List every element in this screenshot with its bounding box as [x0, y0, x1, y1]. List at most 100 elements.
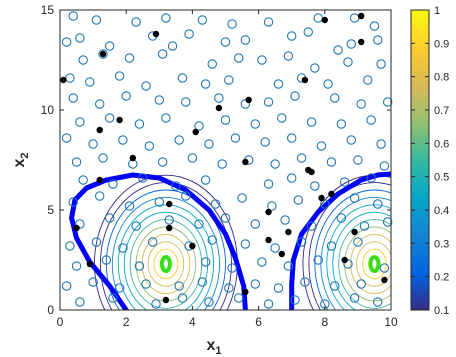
open-point: [200, 79, 211, 89]
filled-point: [129, 154, 137, 162]
open-point: [104, 113, 115, 123]
filled-point: [318, 194, 325, 202]
open-point: [310, 181, 320, 191]
open-point: [177, 73, 188, 83]
filled-point: [328, 190, 335, 198]
open-point: [313, 255, 323, 265]
open-point: [379, 161, 390, 171]
contour-line: [153, 248, 179, 280]
open-point: [197, 15, 208, 25]
open-point: [240, 99, 251, 109]
open-point: [237, 193, 247, 203]
open-point: [363, 75, 373, 85]
open-point: [349, 193, 360, 203]
open-point: [233, 53, 244, 63]
filled-point: [358, 38, 365, 46]
open-point: [376, 139, 386, 149]
y-axis-label: x2: [11, 152, 31, 167]
filled-point: [265, 236, 272, 244]
open-point: [131, 17, 141, 27]
open-point: [104, 213, 115, 223]
contour-line: [308, 182, 391, 310]
open-point: [138, 173, 148, 183]
contour-line: [332, 211, 391, 310]
open-point: [134, 261, 145, 271]
open-point: [151, 299, 161, 309]
open-point: [240, 35, 251, 45]
open-point: [141, 279, 151, 289]
x-axis-ticks: 0 2 4 6 8 10: [57, 10, 398, 329]
open-point: [263, 17, 274, 27]
open-point: [194, 121, 204, 131]
open-point: [296, 237, 307, 247]
open-point: [98, 49, 108, 59]
x-tick-label: 8: [321, 315, 328, 329]
open-point: [154, 95, 165, 105]
open-point: [61, 37, 72, 47]
x-tick-label: 4: [189, 315, 196, 329]
open-point: [323, 79, 333, 89]
open-point: [207, 59, 218, 69]
filled-point: [278, 250, 285, 258]
colorbar-tick-label: 0.4: [434, 205, 449, 217]
contour-line: [314, 189, 391, 310]
colorbar-tick-label: 0.2: [434, 272, 449, 284]
open-point: [114, 71, 125, 81]
open-point: [101, 255, 112, 265]
colorbar-tick-label: 0.9: [434, 38, 449, 50]
open-point: [207, 235, 218, 245]
x-axis-label: x1: [206, 337, 221, 357]
open-point: [68, 93, 78, 103]
open-point: [326, 241, 337, 251]
open-point: [227, 263, 237, 273]
open-point: [88, 139, 98, 149]
filled-point: [86, 260, 93, 268]
open-point: [71, 261, 82, 271]
colorbar-tick-label: 0.5: [434, 172, 449, 184]
density-peak: [159, 255, 172, 273]
open-point: [157, 49, 168, 59]
open-point: [320, 199, 330, 209]
open-point: [118, 243, 128, 253]
open-point: [263, 179, 274, 189]
open-point: [250, 219, 261, 229]
open-point: [75, 297, 85, 307]
open-point: [164, 215, 174, 225]
filled-point: [166, 200, 173, 208]
open-point: [200, 175, 211, 185]
contour-line: [350, 233, 391, 295]
open-point: [326, 157, 337, 167]
open-point: [91, 237, 102, 247]
open-point: [204, 297, 214, 307]
colorbar-gradient: [410, 9, 430, 311]
open-point: [88, 277, 98, 287]
open-point: [240, 239, 251, 249]
open-point: [263, 299, 274, 309]
open-point: [108, 293, 118, 303]
open-point: [339, 177, 350, 187]
filled-point: [99, 50, 107, 58]
contour-line: [141, 233, 191, 295]
contour-line: [117, 204, 215, 310]
open-point: [217, 159, 227, 169]
open-point: [353, 237, 363, 247]
open-point: [336, 119, 347, 129]
open-point: [343, 259, 353, 269]
density-peak: [368, 255, 381, 273]
open-point: [187, 153, 198, 163]
open-point: [174, 281, 184, 291]
open-point: [204, 139, 214, 149]
colorbar-tick-label: 0.8: [434, 72, 449, 84]
filled-point: [116, 116, 123, 124]
open-point: [181, 97, 191, 107]
open-point: [177, 293, 188, 303]
open-point: [200, 257, 211, 267]
filled-markers: [60, 12, 388, 304]
open-point: [75, 33, 85, 43]
colorbar: 0.1 0.2 0.3 0.4 0.5 0.6 0.7 0.8 0.9 1: [410, 5, 449, 317]
filled-point: [215, 104, 223, 112]
open-point: [220, 213, 231, 223]
open-point: [161, 13, 171, 23]
open-point: [343, 57, 353, 67]
